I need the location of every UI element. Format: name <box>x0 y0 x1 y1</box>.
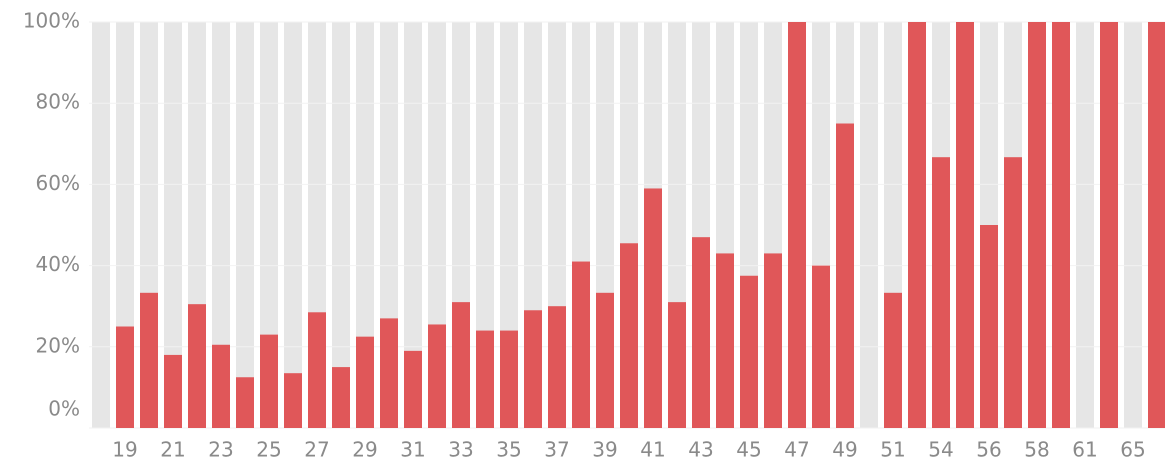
x-tick-label: 56 <box>976 438 1001 462</box>
bar-track <box>356 22 374 428</box>
bar <box>1052 22 1070 428</box>
bar <box>116 326 134 428</box>
x-tick-label: 23 <box>208 438 233 462</box>
bar <box>1028 22 1046 428</box>
bar <box>1004 157 1022 428</box>
y-tick-label: 60% <box>36 171 80 195</box>
bar-track <box>1124 22 1142 428</box>
x-tick-label: 45 <box>736 438 761 462</box>
x-tick-label: 47 <box>784 438 809 462</box>
bar-track <box>212 22 230 428</box>
bar-track <box>236 22 254 428</box>
bar <box>908 22 926 428</box>
x-tick-label: 25 <box>256 438 281 462</box>
y-tick-label: 80% <box>36 90 80 114</box>
bar <box>1148 22 1165 428</box>
x-tick-label: 33 <box>448 438 473 462</box>
bar-track <box>260 22 278 428</box>
x-tick-label: 43 <box>688 438 713 462</box>
x-tick-label: 39 <box>592 438 617 462</box>
bar <box>404 350 422 428</box>
bar <box>212 344 230 428</box>
bar <box>332 367 350 428</box>
x-tick-label: 19 <box>112 438 137 462</box>
x-tick-label: 21 <box>160 438 185 462</box>
bar <box>500 330 518 428</box>
bar <box>932 157 950 428</box>
x-tick-label: 61 <box>1072 438 1097 462</box>
bar <box>644 188 662 428</box>
bar-track <box>284 22 302 428</box>
bar <box>140 292 158 428</box>
bar-track <box>476 22 494 428</box>
bar <box>596 292 614 428</box>
bar-track <box>500 22 518 428</box>
x-tick-label: 58 <box>1024 438 1049 462</box>
bar <box>188 304 206 428</box>
bar <box>356 336 374 428</box>
bar <box>668 302 686 428</box>
y-tick-label: 40% <box>36 252 80 276</box>
bar <box>1100 22 1118 428</box>
bar <box>164 354 182 428</box>
bar <box>764 253 782 428</box>
y-tick-label: 100% <box>23 9 80 33</box>
bar <box>740 275 758 428</box>
x-tick-label: 31 <box>400 438 425 462</box>
bar <box>308 312 326 428</box>
bar-track <box>92 22 110 428</box>
bar <box>476 330 494 428</box>
bar <box>980 225 998 428</box>
x-tick-label: 51 <box>880 438 905 462</box>
bar <box>956 22 974 428</box>
bar <box>812 265 830 428</box>
bar <box>788 22 806 428</box>
y-tick-label: 0% <box>48 397 80 421</box>
bar-track <box>404 22 422 428</box>
bar <box>548 306 566 428</box>
bar <box>716 253 734 428</box>
bar-track <box>1076 22 1094 428</box>
x-tick-label: 49 <box>832 438 857 462</box>
bar <box>452 302 470 428</box>
x-tick-label: 27 <box>304 438 329 462</box>
bar <box>428 324 446 428</box>
bar <box>620 243 638 428</box>
x-tick-label: 65 <box>1120 438 1145 462</box>
bar <box>884 292 902 428</box>
bar-track <box>164 22 182 428</box>
bar <box>524 310 542 428</box>
x-tick-label: 54 <box>928 438 953 462</box>
x-tick-label: 29 <box>352 438 377 462</box>
bar <box>236 377 254 428</box>
bar <box>572 261 590 428</box>
bar-track <box>860 22 878 428</box>
y-tick-label: 20% <box>36 333 80 357</box>
bar <box>260 334 278 428</box>
bar <box>836 123 854 428</box>
x-tick-label: 37 <box>544 438 569 462</box>
bar <box>692 237 710 428</box>
x-tick-label: 41 <box>640 438 665 462</box>
bar <box>380 318 398 428</box>
bar-track <box>332 22 350 428</box>
bar <box>284 373 302 428</box>
x-tick-label: 35 <box>496 438 521 462</box>
